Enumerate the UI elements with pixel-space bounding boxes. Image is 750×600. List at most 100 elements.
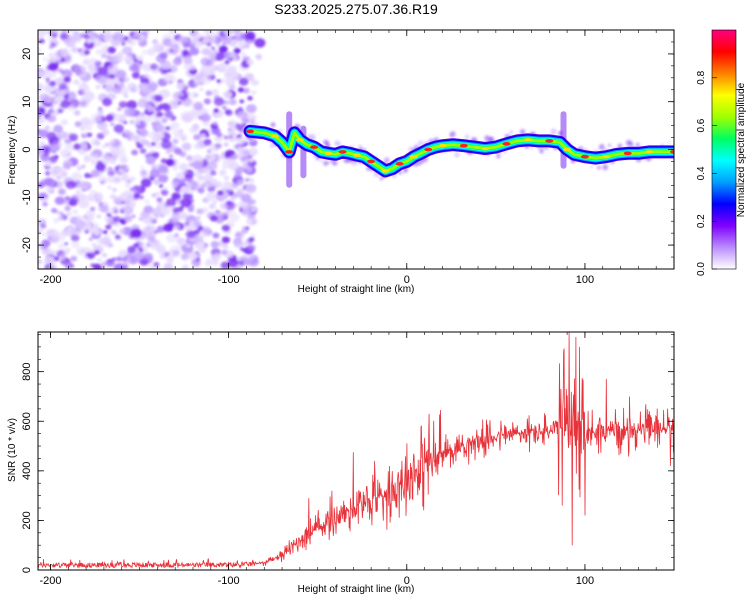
noise-speckle <box>51 208 58 213</box>
noise-speckle <box>240 52 247 58</box>
noise-speckle <box>143 205 153 214</box>
noise-speckle <box>203 98 211 105</box>
noise-speckle <box>114 54 125 64</box>
noise-speckle <box>41 232 47 237</box>
noise-speckle <box>174 147 183 155</box>
colorbar-tick-label: 0.0 <box>696 262 707 276</box>
colorbar-gradient <box>712 30 736 269</box>
noise-speckle <box>131 214 136 218</box>
noise-speckle <box>155 54 167 63</box>
noise-speckle <box>246 159 257 168</box>
noise-speckle <box>141 50 148 55</box>
noise-speckle <box>223 181 232 188</box>
noise-speckle <box>228 98 237 106</box>
noise-speckle <box>193 80 200 86</box>
colorbar: 0.0 0.2 0.4 0.6 0.8 Normalized spectral ampl… <box>696 29 747 276</box>
noise-speckle <box>248 237 255 242</box>
noise-speckle <box>44 170 51 176</box>
noise-speckle <box>48 229 60 239</box>
noise-speckle <box>44 70 50 75</box>
noise-speckle <box>189 127 196 133</box>
noise-speckle <box>73 79 80 85</box>
noise-speckle <box>121 42 126 46</box>
noise-speckle <box>189 190 194 194</box>
noise-speckle <box>147 81 158 91</box>
noise-speckle <box>177 101 182 105</box>
noise-speckle <box>86 132 93 138</box>
snr-ylabel: SNR (10 * v/v) <box>7 418 18 482</box>
trace-halo <box>454 152 460 158</box>
noise-speckle <box>96 214 101 219</box>
noise-speckle <box>221 187 227 191</box>
noise-speckle <box>242 249 247 253</box>
noise-speckle <box>172 207 180 214</box>
y-tick-label: 400 <box>21 462 33 480</box>
noise-speckle <box>54 77 64 86</box>
noise-speckle <box>65 180 76 189</box>
noise-speckle <box>168 69 172 72</box>
noise-speckle <box>124 177 133 185</box>
noise-speckle <box>182 42 190 48</box>
y-tick-label: -20 <box>21 237 33 253</box>
noise-speckle <box>122 120 128 125</box>
noise-speckle <box>89 255 93 259</box>
noise-speckle <box>84 229 90 234</box>
trace-core <box>502 142 511 146</box>
noise-speckle <box>39 107 45 113</box>
noise-speckle <box>184 221 190 227</box>
noise-speckle <box>240 32 248 39</box>
noise-speckle <box>129 86 138 93</box>
noise-speckle <box>91 243 96 247</box>
noise-speckle <box>54 155 59 159</box>
noise-speckle <box>159 253 166 260</box>
noise-speckle <box>218 45 228 53</box>
noise-speckle <box>156 225 165 233</box>
noise-speckle <box>151 207 162 217</box>
noise-speckle <box>63 76 71 83</box>
noise-speckle <box>98 77 108 85</box>
noise-speckle <box>231 195 238 200</box>
noise-speckle <box>228 84 236 91</box>
noise-speckle <box>96 192 103 197</box>
noise-speckle <box>50 111 57 117</box>
trace-halo <box>323 160 329 166</box>
noise-speckle <box>38 88 42 94</box>
y-tick-label: 20 <box>21 48 33 60</box>
noise-speckle <box>191 259 201 268</box>
noise-speckle <box>91 113 102 123</box>
noise-speckle <box>131 71 140 79</box>
noise-speckle <box>122 76 130 83</box>
trace-halo <box>332 160 338 166</box>
noise-speckle <box>186 155 193 161</box>
noise-speckle <box>124 55 133 63</box>
trace-halo <box>539 149 544 154</box>
noise-speckle <box>38 145 45 155</box>
noise-speckle <box>122 46 133 55</box>
noise-speckle <box>225 51 232 57</box>
noise-speckle <box>57 215 64 221</box>
noise-speckle <box>113 124 124 133</box>
noise-speckle <box>193 229 201 235</box>
noise-speckle <box>200 133 207 139</box>
noise-speckle <box>60 119 69 126</box>
noise-speckle <box>144 224 156 234</box>
colorbar-tick-label: 0.4 <box>696 166 707 180</box>
noise-speckle <box>64 261 73 269</box>
noise-speckle <box>140 178 152 188</box>
noise-speckle <box>89 153 100 163</box>
noise-speckle <box>45 161 52 167</box>
noise-speckle <box>193 101 204 111</box>
noise-speckle <box>237 137 247 145</box>
noise-speckle <box>64 142 73 149</box>
noise-speckle <box>87 65 97 72</box>
noise-speckle <box>224 64 232 71</box>
noise-speckle <box>115 69 127 80</box>
y-tick-label: 200 <box>21 511 33 529</box>
noise-speckle <box>43 57 47 61</box>
noise-speckle <box>224 70 229 74</box>
noise-speckle <box>211 88 219 95</box>
noise-speckle <box>193 134 201 141</box>
noise-speckle <box>144 115 153 123</box>
noise-speckle <box>222 105 227 110</box>
noise-speckle <box>103 234 111 240</box>
